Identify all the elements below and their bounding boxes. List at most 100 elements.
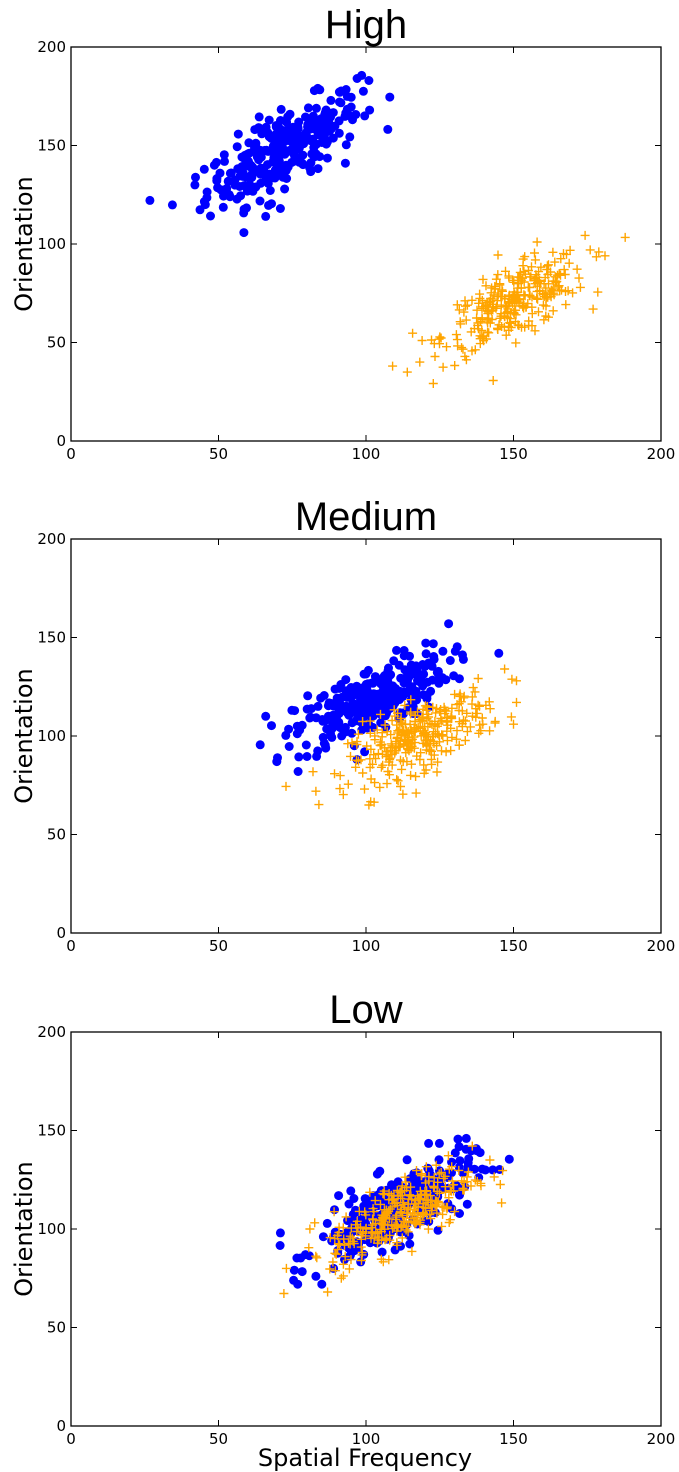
data-point [401,748,411,758]
data-point [530,255,540,265]
data-point [337,731,347,741]
data-point [539,315,549,325]
data-point [400,665,410,675]
data-point [423,1224,433,1234]
data-point [325,1233,335,1243]
data-point [396,1193,406,1203]
data-point [475,317,485,327]
data-point [495,313,505,323]
data-point [370,1196,380,1206]
data-point [360,1207,370,1217]
data-point [390,698,400,708]
data-point [450,361,460,370]
data-point [245,180,255,190]
data-point [396,716,405,726]
data-point [492,302,502,312]
data-point [358,768,368,778]
data-point [490,284,500,294]
data-point [330,121,340,131]
data-point [314,117,324,127]
x-tick-label: 100 [352,445,381,463]
chart-panel-1: 0 50 100 150 200 0 50 100 150 200 High Orientation [10,3,675,463]
data-point [401,719,410,729]
data-point [485,726,495,736]
data-point [536,262,546,272]
data-point [348,115,357,125]
data-point [490,718,500,728]
data-point [431,1196,440,1206]
data-point [333,1245,343,1254]
data-point [365,105,375,115]
data-point [322,153,332,163]
data-point [422,701,432,711]
data-point [315,85,325,95]
data-point [431,1160,441,1170]
data-point [524,320,534,330]
data-point [561,300,571,310]
data-point [461,315,471,325]
data-point [593,287,603,297]
data-point [206,211,215,221]
data-point [442,342,451,352]
data-point [236,191,246,201]
data-point [421,1162,431,1172]
data-point [498,1166,508,1176]
data-point [477,332,487,342]
data-point [519,277,529,287]
data-point [351,716,361,726]
data-point [391,746,401,756]
data-point [493,270,503,280]
data-point [232,142,242,152]
data-point [505,297,514,307]
data-point [512,676,521,686]
data-point [397,764,407,774]
data-point [437,716,447,726]
data-point [433,757,443,767]
data-point [520,252,530,262]
data-point [347,728,357,738]
data-point [364,800,374,810]
data-point [454,1165,464,1175]
data-point [468,683,478,693]
data-point [417,336,427,345]
data-point [391,1212,401,1222]
data-point [281,781,291,791]
data-point [520,291,530,301]
data-point [415,357,425,367]
data-point [322,724,332,734]
data-point [477,303,487,313]
data-point [385,689,395,699]
data-point [357,1250,367,1260]
data-point [335,771,345,781]
data-point [548,306,558,316]
data-point [311,786,321,796]
data-point [508,275,518,285]
data-point [375,699,384,709]
data-point [446,746,456,756]
data-point [418,677,428,687]
data-point [427,1206,437,1216]
y-tick-label: 200 [37,38,66,56]
data-point [346,1223,356,1233]
data-point [420,662,430,671]
data-point [547,286,557,296]
data-point [447,703,457,713]
x-tick-label: 50 [209,1430,228,1448]
data-point [462,1199,472,1209]
data-point [456,697,466,707]
data-point [356,755,366,765]
data-point [281,1263,291,1273]
data-point [406,709,415,719]
data-point [423,709,433,719]
data-point [428,639,438,649]
y-axis-label: Orientation [10,668,38,804]
data-point [429,727,438,737]
x-tick-label: 200 [647,1430,676,1448]
data-point [409,743,419,753]
data-point [364,76,374,85]
data-point [423,1197,433,1207]
data-point [273,169,282,179]
data-point [507,674,517,684]
plot-frame [70,538,662,934]
data-point [369,750,379,760]
